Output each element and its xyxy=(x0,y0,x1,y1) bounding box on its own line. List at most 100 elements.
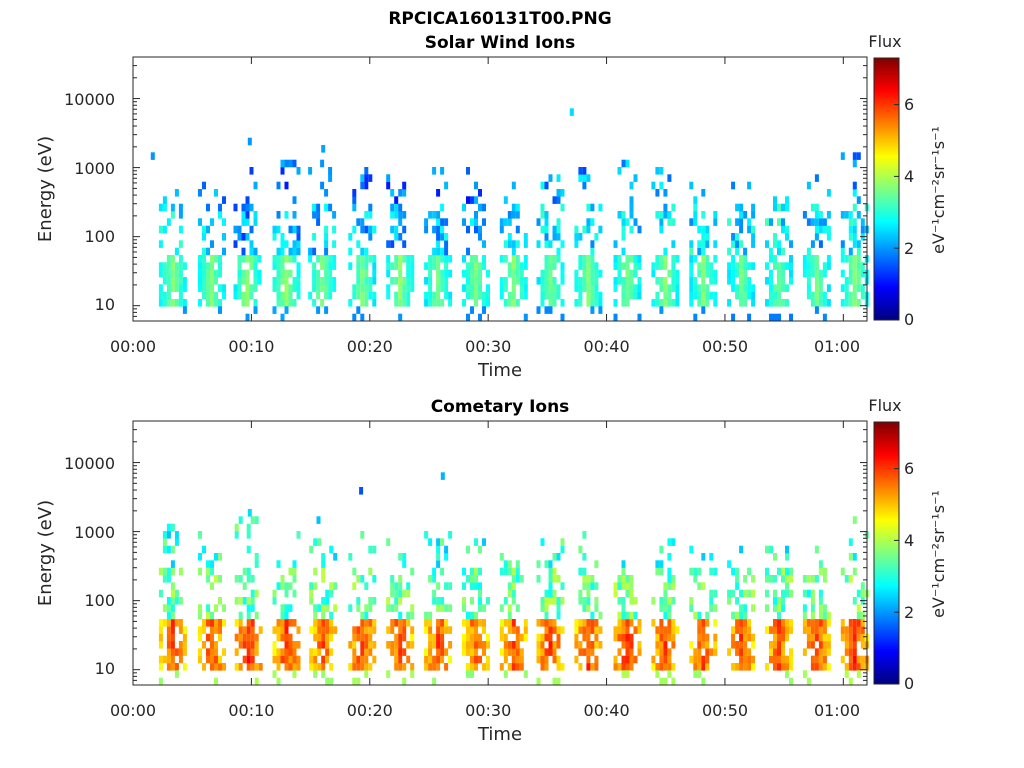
spectrogram-cell xyxy=(617,633,622,642)
spectrogram-cell xyxy=(659,567,664,576)
spectrogram-cell xyxy=(826,619,831,627)
spectrogram-cell xyxy=(806,619,811,627)
spectrogram-cell xyxy=(320,255,325,263)
spectrogram-cell xyxy=(860,284,865,292)
spectrogram-cell xyxy=(292,560,297,568)
spectrogram-cell xyxy=(560,240,565,248)
spectrogram-cell xyxy=(713,269,718,278)
spectrogram-cell xyxy=(482,538,486,546)
spectrogram-cell xyxy=(689,299,694,307)
spectrogram-cell xyxy=(372,655,377,664)
spectrogram-cell xyxy=(659,181,664,190)
spectrogram-cell xyxy=(398,255,403,263)
spectrogram-cell xyxy=(237,277,242,285)
spectrogram-cell xyxy=(515,575,520,583)
spectrogram-cell xyxy=(856,196,861,204)
spectrogram-cell xyxy=(470,597,474,605)
spectrogram-cell xyxy=(166,218,171,226)
spectrogram-cell xyxy=(436,648,441,656)
spectrogram-cell xyxy=(544,277,549,285)
spectrogram-cell xyxy=(574,233,579,241)
spectrogram-cell xyxy=(731,240,736,248)
spectrogram-cell xyxy=(856,589,861,598)
spectrogram-cell xyxy=(594,560,599,568)
spectrogram-cell xyxy=(245,277,250,285)
spectrogram-cell xyxy=(182,306,187,314)
spectrogram-cell xyxy=(280,611,285,620)
spectrogram-cell xyxy=(296,233,301,241)
spectrogram-cell xyxy=(560,582,565,590)
spectrogram-cell xyxy=(773,655,777,664)
spectrogram-cell xyxy=(440,255,445,263)
spectrogram-cell xyxy=(398,663,403,671)
spectrogram-cell xyxy=(372,277,377,285)
spectrogram-cell xyxy=(860,641,865,649)
spectrogram-cell xyxy=(594,284,599,292)
spectrogram-cell xyxy=(394,262,399,270)
spectrogram-cell xyxy=(507,218,512,226)
spectrogram-cell xyxy=(655,663,660,671)
spectrogram-cell xyxy=(556,633,561,642)
spectrogram-cell xyxy=(806,677,811,686)
spectrogram-cell xyxy=(777,277,781,285)
spectrogram-cell xyxy=(739,604,744,612)
spectrogram-cell xyxy=(578,545,583,554)
spectrogram-cell xyxy=(312,269,317,278)
spectrogram-cell xyxy=(743,611,748,620)
spectrogram-cell xyxy=(621,663,626,671)
spectrogram-cell xyxy=(474,619,478,627)
spectrogram-cell xyxy=(802,648,807,656)
spectrogram-cell xyxy=(777,648,781,656)
spectrogram-cell xyxy=(444,545,449,554)
spectrogram-cell xyxy=(325,648,330,656)
spectrogram-cell xyxy=(253,306,258,314)
spectrogram-cell xyxy=(663,633,668,642)
spectrogram-cell xyxy=(368,277,373,285)
spectrogram-cell xyxy=(178,277,183,285)
spectrogram-cell xyxy=(202,247,206,256)
spectrogram-cell xyxy=(436,189,441,197)
spectrogram-cell xyxy=(515,648,520,656)
spectrogram-cell xyxy=(693,284,698,292)
spectrogram-cell xyxy=(360,269,365,278)
y-tick-label: 100 xyxy=(84,227,115,246)
spectrogram-cell xyxy=(556,641,561,649)
spectrogram-cell xyxy=(410,604,415,612)
spectrogram-cell xyxy=(178,225,183,234)
spectrogram-cell xyxy=(818,284,823,292)
spectrogram-cell xyxy=(697,225,702,234)
spectrogram-cell xyxy=(743,575,748,583)
spectrogram-cell xyxy=(560,189,565,197)
spectrogram-cell xyxy=(352,313,357,322)
spectrogram-cell xyxy=(735,575,740,583)
spectrogram-cell xyxy=(499,567,504,576)
spectrogram-cell xyxy=(288,648,293,656)
spectrogram-cell xyxy=(328,277,333,285)
spectrogram-cell xyxy=(713,255,718,263)
spectrogram-cell xyxy=(594,626,599,634)
spectrogram-cell xyxy=(214,269,218,278)
spectrogram-cell xyxy=(590,247,595,256)
spectrogram-cell xyxy=(519,291,524,300)
spectrogram-cell xyxy=(822,655,827,664)
spectrogram-cell xyxy=(540,619,545,627)
spectrogram-cell xyxy=(671,277,676,285)
spectrogram-cell xyxy=(390,619,395,627)
spectrogram-cell xyxy=(178,299,183,307)
spectrogram-cell xyxy=(499,291,504,300)
spectrogram-cell xyxy=(548,575,553,583)
spectrogram-cell xyxy=(482,604,486,612)
spectrogram-cell xyxy=(544,611,549,620)
spectrogram-cell xyxy=(321,611,326,620)
spectrogram-cell xyxy=(844,291,849,300)
spectrogram-cell xyxy=(214,575,218,583)
spectrogram-cell xyxy=(233,225,238,234)
spectrogram-cell xyxy=(739,218,744,226)
spectrogram-cell xyxy=(713,218,718,226)
spectrogram-cell xyxy=(582,269,587,278)
spectrogram-cell xyxy=(202,277,206,285)
spectrogram-cell xyxy=(637,648,642,656)
spectrogram-cell xyxy=(499,663,504,671)
spectrogram-cell xyxy=(246,648,251,656)
spectrogram-cell xyxy=(826,611,831,620)
